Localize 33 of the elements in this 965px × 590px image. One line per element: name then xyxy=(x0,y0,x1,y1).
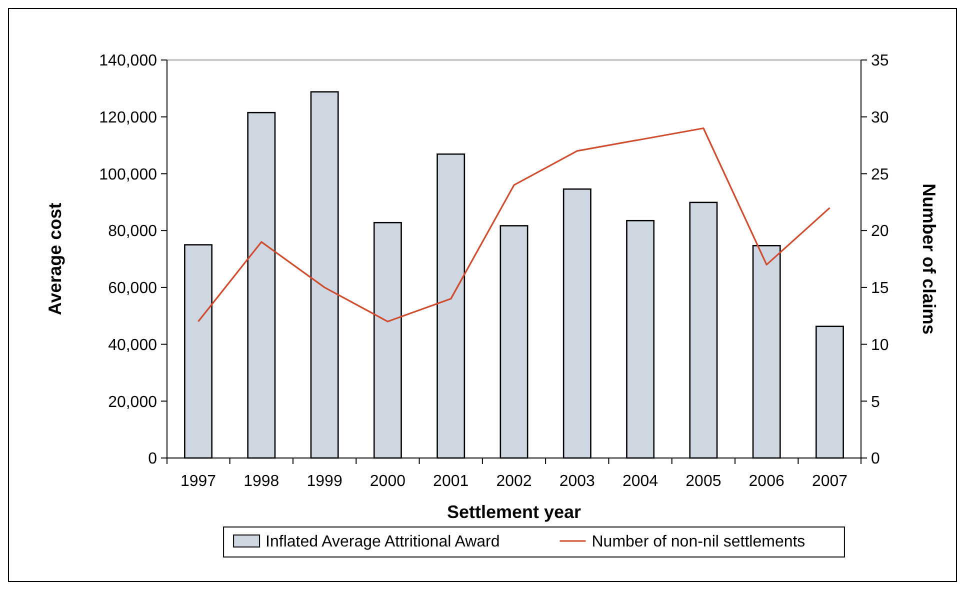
x-tick-label: 2000 xyxy=(370,473,406,490)
x-tick-label: 1998 xyxy=(244,473,280,490)
y2-tick-label: 35 xyxy=(871,52,889,70)
legend-label: Number of non-nil settlements xyxy=(592,534,806,551)
y2-tick-label: 20 xyxy=(871,223,889,240)
y2-tick-label: 30 xyxy=(871,109,889,126)
y-tick-label: 0 xyxy=(148,450,158,468)
legend-label: Inflated Average Attritional Award xyxy=(266,534,500,551)
x-tick-label: 2003 xyxy=(559,473,596,490)
x-tick-label: 2002 xyxy=(496,473,532,490)
y-tick-label: 120,000 xyxy=(99,109,158,126)
x-tick-label: 2001 xyxy=(433,473,469,490)
y-tick-label: 140,000 xyxy=(99,52,158,70)
y-tick-label: 40,000 xyxy=(108,336,158,354)
y2-tick-label: 15 xyxy=(871,280,889,298)
x-tick-label: 2006 xyxy=(748,473,784,490)
x-tick-label: 2004 xyxy=(622,473,658,490)
y2-tick-label: 5 xyxy=(871,394,880,411)
y-tick-label: 20,000 xyxy=(108,394,158,411)
x-tick-label: 1999 xyxy=(306,473,342,490)
x-tick-label: 2007 xyxy=(812,473,848,490)
y2-tick-label: 0 xyxy=(871,450,880,468)
x-tick-label: 2005 xyxy=(686,473,722,490)
x-tick-label: 1997 xyxy=(180,473,216,490)
line-series xyxy=(197,127,831,322)
y-axis-title: Average cost xyxy=(45,202,65,316)
y2-tick-label: 25 xyxy=(871,166,889,184)
y-tick-label: 60,000 xyxy=(108,280,158,298)
y2-tick-label: 10 xyxy=(871,336,889,354)
x-axis-title: Settlement year xyxy=(446,502,582,522)
y2-axis-title: Number of claims xyxy=(919,183,939,335)
y-tick-label: 80,000 xyxy=(108,223,158,240)
y-tick-label: 100,000 xyxy=(99,166,158,184)
